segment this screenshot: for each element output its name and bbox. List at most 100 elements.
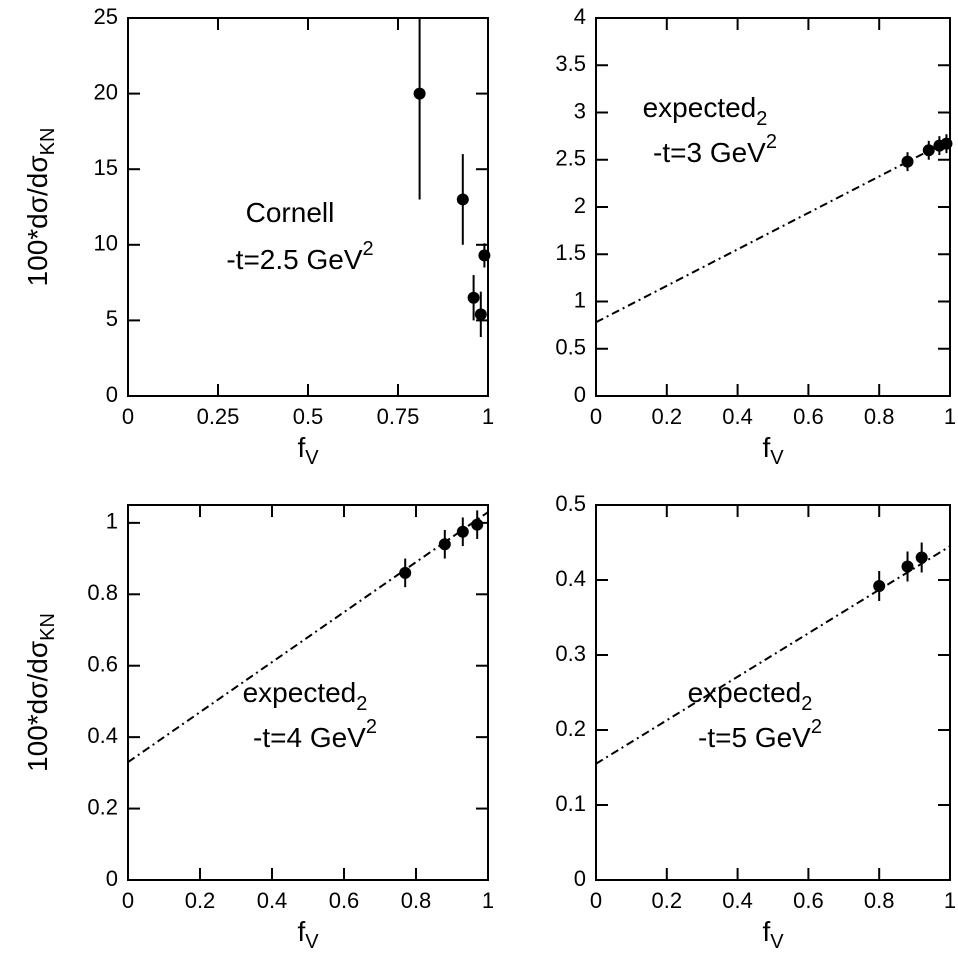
annotation: -t=5 GeV2 <box>698 716 822 753</box>
y-tick-label: 0.6 <box>87 652 118 677</box>
x-tick-label: 0.6 <box>793 888 824 913</box>
annotation: expected2 <box>643 92 768 130</box>
data-point <box>471 518 484 531</box>
data-point <box>456 193 469 206</box>
x-axis-label: fV <box>762 432 784 469</box>
y-tick-label: 0.3 <box>555 641 586 666</box>
y-tick-label: 3.5 <box>555 51 586 76</box>
x-tick-label: 0.6 <box>793 404 824 429</box>
fit-line <box>127 511 489 763</box>
annotation-sub: 2 <box>356 693 367 715</box>
data-point <box>922 144 935 157</box>
y-tick-label: 0.5 <box>555 491 586 516</box>
annotation-sub: 2 <box>756 108 767 130</box>
x-tick-label: 0.2 <box>652 404 683 429</box>
annotation: -t=2.5 GeV2 <box>226 238 373 275</box>
y-tick-label: 1 <box>574 287 586 312</box>
y-tick-label: 0.5 <box>555 335 586 360</box>
annotation-line: -t=3 GeV <box>653 137 766 168</box>
y-axis-label-sub: KN <box>37 128 59 156</box>
fit-line <box>595 545 951 765</box>
y-tick-label: 3 <box>574 98 586 123</box>
x-axis-label-sub: V <box>770 447 784 469</box>
annotation-line: Cornell <box>246 197 335 228</box>
data-point <box>901 155 914 168</box>
data-point <box>399 566 412 579</box>
y-tick-label: 1.5 <box>555 240 586 265</box>
y-tick-label: 0 <box>574 382 586 407</box>
x-tick-label: 0.8 <box>864 888 895 913</box>
x-axis-label: fV <box>297 916 319 953</box>
x-tick-label: 1 <box>944 404 956 429</box>
annotation-line: -t=4 GeV <box>253 722 366 753</box>
x-tick-label: 0 <box>590 404 602 429</box>
y-tick-label: 0.8 <box>87 580 118 605</box>
annotation-sup: 2 <box>766 131 777 153</box>
plot-frame <box>127 504 489 881</box>
data-point <box>467 291 480 304</box>
x-tick-label: 0.6 <box>329 888 360 913</box>
x-tick-label: 0 <box>122 404 134 429</box>
annotation: expected2 <box>243 677 368 715</box>
x-tick-label: 0.2 <box>185 888 216 913</box>
y-tick-label: 20 <box>94 79 118 104</box>
y-tick-label: 0 <box>106 382 118 407</box>
y-tick-label: 5 <box>106 306 118 331</box>
annotation: -t=4 GeV2 <box>253 716 377 753</box>
y-axis-label-main: 100*dσ/dσ <box>22 155 53 286</box>
x-axis-label-main: f <box>762 916 770 947</box>
y-tick-label: 0.2 <box>555 716 586 741</box>
x-tick-label: 1 <box>482 888 494 913</box>
y-tick-label: 2 <box>574 193 586 218</box>
annotation-line: -t=5 GeV <box>698 722 811 753</box>
y-axis-label-main: 100*dσ/dσ <box>22 641 53 772</box>
x-axis-label-main: f <box>297 432 305 463</box>
y-tick-label: 2.5 <box>555 146 586 171</box>
x-axis-label-sub: V <box>770 931 784 953</box>
annotation: Cornell <box>246 197 335 228</box>
y-tick-label: 0 <box>106 866 118 891</box>
x-tick-label: 0.5 <box>293 404 324 429</box>
annotation-line: expected <box>243 677 357 708</box>
x-tick-label: 0.75 <box>377 404 420 429</box>
x-tick-label: 0.4 <box>722 888 753 913</box>
x-axis-label-sub: V <box>305 931 319 953</box>
y-tick-label: 15 <box>94 155 118 180</box>
data-point <box>940 137 953 150</box>
data-point <box>438 538 451 551</box>
x-tick-label: 0.8 <box>401 888 432 913</box>
annotation-sub: 2 <box>801 693 812 715</box>
annotation: expected2 <box>688 677 813 715</box>
x-axis-label-main: f <box>762 432 770 463</box>
plot-frame <box>595 504 951 881</box>
data-point <box>478 249 491 262</box>
data-point <box>456 525 469 538</box>
x-axis-label: fV <box>297 432 319 469</box>
y-axis-label-sub: KN <box>37 613 59 641</box>
x-tick-label: 1 <box>482 404 494 429</box>
data-point <box>873 580 886 592</box>
annotation-line: expected <box>688 677 802 708</box>
data-point <box>901 560 914 573</box>
x-tick-label: 0.8 <box>864 404 895 429</box>
data-point <box>413 87 426 100</box>
y-tick-label: 0.4 <box>87 723 118 748</box>
annotation: -t=3 GeV2 <box>653 131 777 168</box>
y-tick-label: 4 <box>574 4 586 29</box>
data-point <box>474 308 487 321</box>
x-axis-label-sub: V <box>305 447 319 469</box>
y-axis-label: 100*dσ/dσKN <box>22 613 59 772</box>
annotation-sup: 2 <box>811 716 822 738</box>
fit-line <box>595 139 951 324</box>
x-tick-label: 1 <box>944 888 956 913</box>
y-tick-label: 25 <box>94 4 118 29</box>
y-tick-label: 0.2 <box>87 794 118 819</box>
y-tick-label: 0.1 <box>555 791 586 816</box>
x-axis-label-main: f <box>297 916 305 947</box>
x-tick-label: 0.2 <box>652 888 683 913</box>
x-tick-label: 0.4 <box>257 888 288 913</box>
x-tick-label: 0 <box>122 888 134 913</box>
annotation-sup: 2 <box>366 716 377 738</box>
x-tick-label: 0.4 <box>722 404 753 429</box>
